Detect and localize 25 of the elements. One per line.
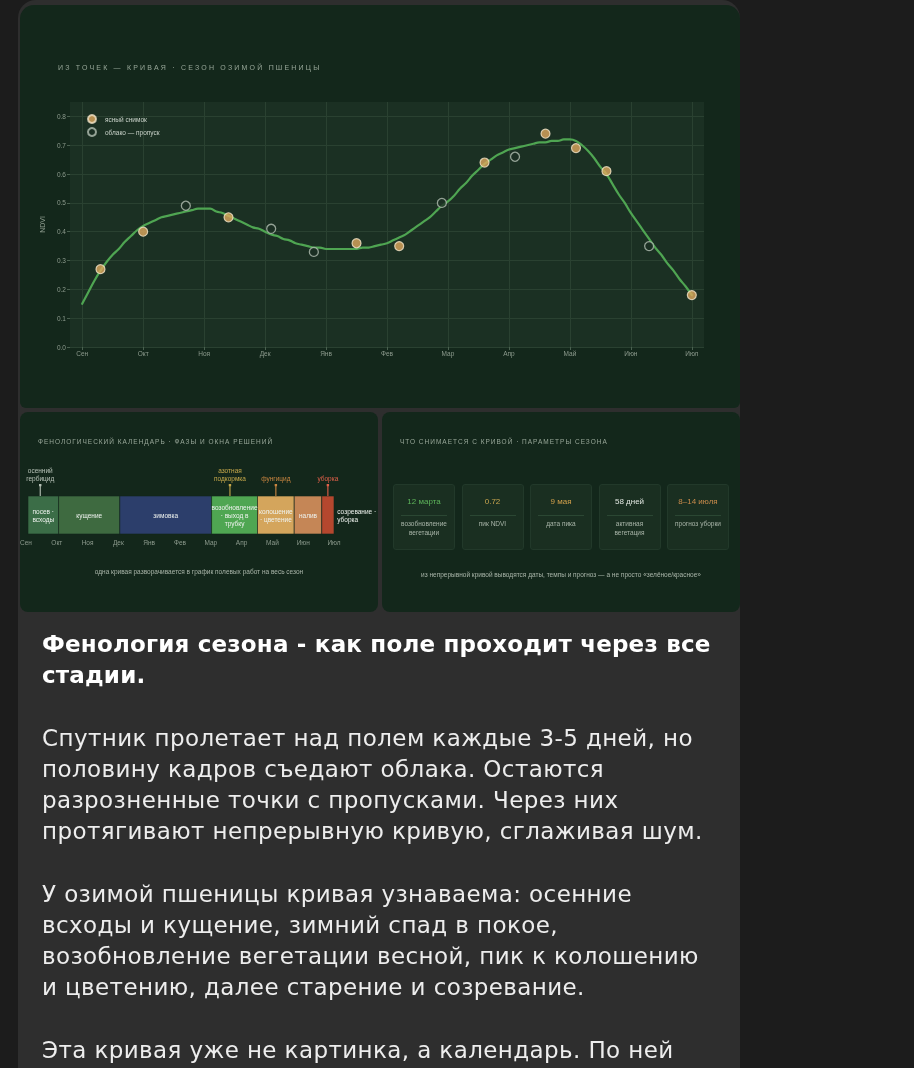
text: Фенология сезона - как поле проходит через все стадии. bbox=[42, 630, 712, 690]
text: 9 мая bbox=[550, 497, 572, 506]
text: У озимой пшеницы кривая узнаваема: осенние всходы и кущение, зимний спад в покое, возобновление вегетации весной, пик к колошению и цветению, далее старение и созревание. bbox=[42, 880, 700, 1002]
point bbox=[570, 143, 582, 154]
point bbox=[686, 290, 697, 301]
point bbox=[351, 238, 362, 249]
text: Эта кривая уже не картинка, а календарь. По ней bbox=[42, 1036, 675, 1065]
point bbox=[479, 157, 490, 168]
point bbox=[223, 212, 234, 223]
point bbox=[643, 240, 655, 252]
point bbox=[540, 128, 551, 139]
point bbox=[509, 151, 521, 162]
point bbox=[394, 241, 405, 252]
point bbox=[601, 166, 612, 177]
point bbox=[436, 197, 448, 209]
point bbox=[180, 200, 191, 211]
point bbox=[138, 226, 149, 237]
point bbox=[308, 246, 319, 258]
text: 8–14 июля bbox=[678, 497, 718, 506]
text: 12 марта bbox=[407, 497, 441, 506]
text: 0.72 bbox=[484, 497, 501, 506]
point bbox=[266, 223, 277, 234]
point bbox=[95, 264, 106, 275]
text: 58 дней bbox=[614, 497, 645, 506]
text: Спутник пролетает над полем каждые 3-5 дней, но половину кадров съедают облака. Остаются разрозненные точки с пропусками. Через них протягивают непрерывную кривую, сглаживая шум. bbox=[42, 724, 704, 846]
